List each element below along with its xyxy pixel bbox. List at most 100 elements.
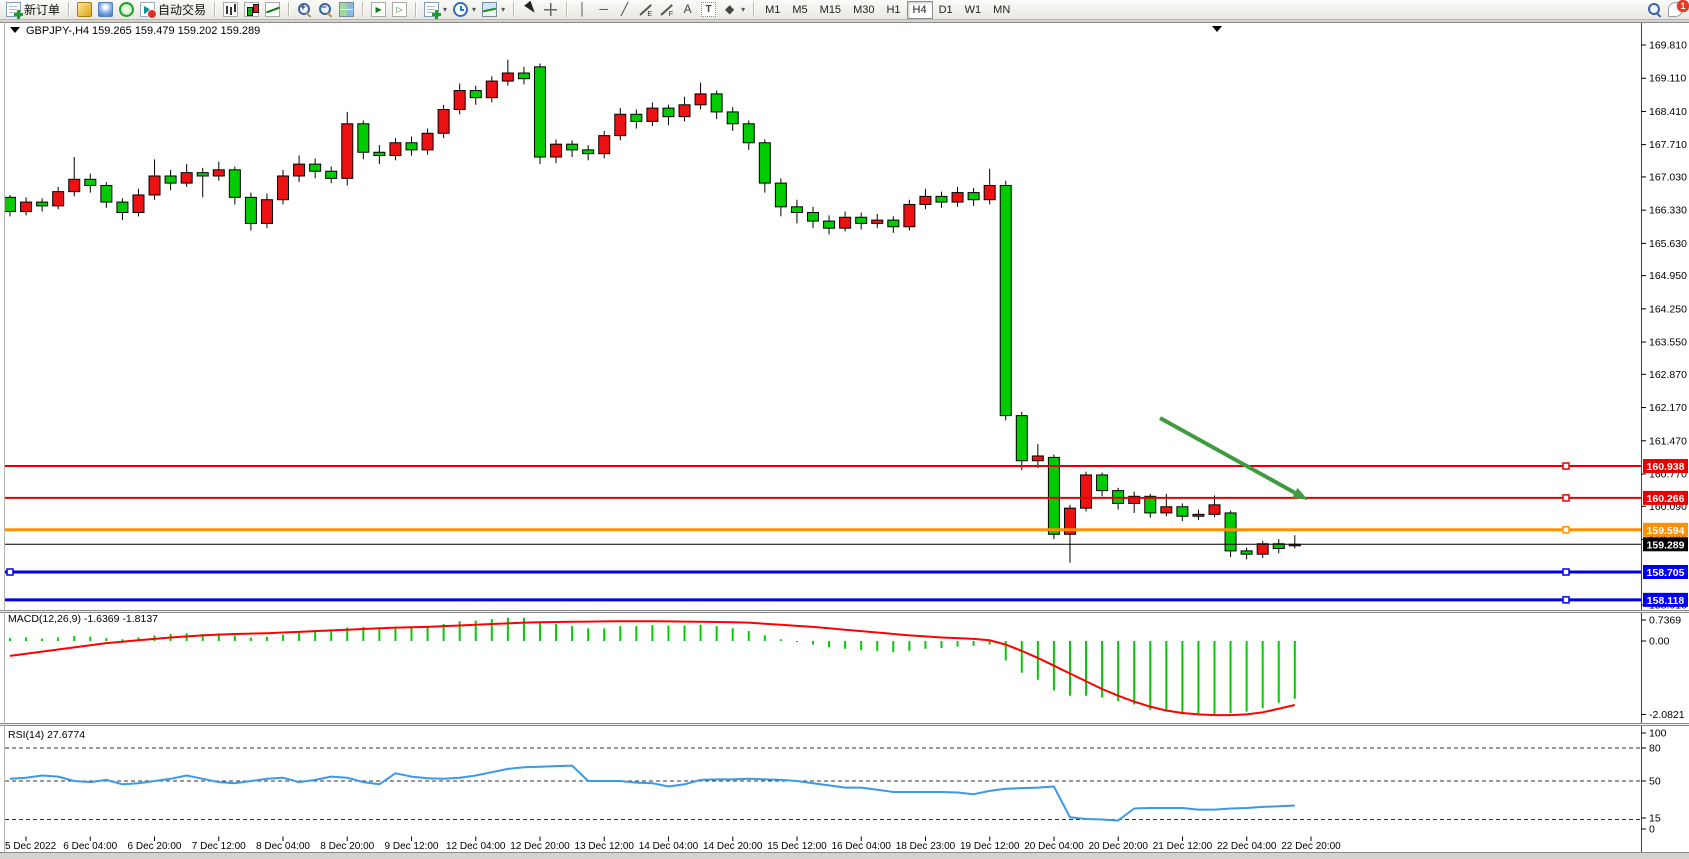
line-handle[interactable] [1562, 494, 1570, 502]
chart-title: GBPJPY-,H4 159.265 159.479 159.202 159.28… [10, 25, 260, 37]
panel-splitter[interactable] [0, 610, 1689, 613]
tf-m1[interactable]: M1 [765, 3, 781, 16]
tf-m15[interactable]: M15 [819, 3, 842, 16]
line-handle[interactable] [1562, 596, 1570, 604]
svg-text:6 Dec 20:00: 6 Dec 20:00 [128, 841, 182, 852]
new-order-button[interactable]: 新订单 [3, 1, 63, 19]
tile-windows-button[interactable] [336, 1, 357, 19]
periods-button[interactable]: ▾ [450, 1, 479, 19]
line-handle[interactable] [6, 568, 14, 576]
tf-mn[interactable]: MN [993, 3, 1011, 16]
profile-icon [98, 2, 114, 17]
tf-d1[interactable]: D1 [938, 3, 953, 16]
zoom-in-icon: + [297, 2, 312, 17]
line-handle[interactable] [1562, 462, 1570, 470]
new-chart-button[interactable]: ▾ [421, 1, 450, 19]
svg-text:-2.0821: -2.0821 [1649, 709, 1685, 721]
price-label-box [1643, 459, 1688, 474]
line-handle[interactable] [1562, 568, 1570, 576]
vline-button[interactable]: │ [572, 1, 593, 19]
chart-plot-area[interactable] [5, 23, 1641, 610]
toolbar-separator [214, 2, 216, 17]
zoom-out-icon: − [318, 2, 333, 17]
trendline-button[interactable]: ╱ [614, 1, 635, 19]
search-button[interactable] [1644, 1, 1665, 19]
rsi-label: RSI(14) 27.6774 [8, 729, 85, 741]
svg-text:166.330: 166.330 [1649, 205, 1687, 217]
svg-text:8 Dec 20:00: 8 Dec 20:00 [320, 841, 374, 852]
search-icon [1647, 2, 1662, 17]
text-button[interactable]: A [677, 1, 698, 19]
notification-badge: 1 [1677, 0, 1689, 12]
svg-text:158.705: 158.705 [1647, 567, 1685, 579]
line-handle[interactable] [1562, 526, 1570, 534]
svg-text:162.170: 162.170 [1649, 402, 1687, 414]
svg-text:100: 100 [1649, 728, 1667, 740]
templates-button[interactable]: ▾ [479, 1, 508, 19]
arrows-button[interactable]: ◆ ▾ [719, 1, 748, 19]
new-order-icon [6, 2, 23, 19]
cursor-icon [522, 2, 537, 17]
svg-text:13 Dec 12:00: 13 Dec 12:00 [575, 841, 635, 852]
channel-button[interactable]: E [635, 1, 656, 19]
tf-h1[interactable]: H1 [886, 3, 901, 16]
chat-button[interactable]: 1 [1665, 0, 1689, 19]
zoom-out-button[interactable]: − [315, 1, 336, 19]
toolbar-separator [753, 2, 755, 17]
auto-scroll-icon: ▶ [371, 2, 387, 17]
toolbar-separator [68, 2, 70, 17]
crosshair-button[interactable] [540, 1, 561, 19]
fibonacci-button[interactable]: F [656, 1, 677, 19]
svg-text:169.810: 169.810 [1649, 40, 1687, 52]
svg-text:80: 80 [1649, 743, 1661, 755]
data-center-button[interactable] [116, 1, 137, 19]
chart-shift-button[interactable]: ▷ [389, 1, 410, 19]
auto-scroll-button[interactable]: ▶ [368, 1, 389, 19]
autotrading-button-label: 自动交易 [158, 3, 207, 17]
svg-text:162.870: 162.870 [1649, 369, 1687, 381]
line-chart-button[interactable] [262, 1, 283, 19]
svg-text:15 Dec 12:00: 15 Dec 12:00 [767, 841, 827, 852]
tf-w1[interactable]: W1 [964, 3, 982, 16]
svg-text:164.250: 164.250 [1649, 303, 1687, 315]
channel-icon: E [638, 2, 653, 18]
toolbar-separator [288, 2, 290, 17]
svg-text:168.410: 168.410 [1649, 106, 1687, 118]
svg-text:8 Dec 04:00: 8 Dec 04:00 [256, 841, 310, 852]
symbol-dropdown-icon[interactable] [10, 27, 20, 33]
metaeditor-button[interactable] [74, 1, 95, 19]
chevron-down-icon: ▾ [741, 5, 746, 14]
bar-chart-button[interactable] [220, 1, 241, 19]
svg-text:6 Dec 04:00: 6 Dec 04:00 [63, 841, 117, 852]
price-label-box [1643, 522, 1688, 537]
zoom-in-button[interactable]: + [294, 1, 315, 19]
svg-text:5 Dec 2022: 5 Dec 2022 [5, 841, 57, 852]
text-label-button[interactable]: T [698, 1, 719, 19]
macd-signal-line [9, 620, 1296, 717]
tf-m30[interactable]: M30 [853, 3, 875, 16]
autotrading-button[interactable]: 自动交易 [137, 1, 209, 19]
fibonacci-icon: F [659, 2, 674, 18]
rsi-indicator[interactable]: RSI(14) 27.6774 100 80 50 150 [5, 728, 1667, 836]
chart-shift-marker[interactable] [1212, 26, 1222, 32]
text-label-icon: T [701, 2, 717, 17]
svg-text:20 Dec 04:00: 20 Dec 04:00 [1024, 841, 1084, 852]
title-symbol: GBPJPY-,H4 [26, 25, 89, 37]
candlesticks [4, 59, 1301, 563]
candlestick-chart-button[interactable] [241, 1, 262, 19]
toolbar-separator [415, 2, 417, 17]
svg-text:14 Dec 04:00: 14 Dec 04:00 [639, 841, 699, 852]
cursor-button[interactable] [519, 1, 540, 19]
macd-indicator[interactable]: MACD(12,26,9) -1.6369 -1.8137 0.7369 0.00 -… [8, 613, 1685, 721]
tf-m5[interactable]: M5 [792, 3, 808, 16]
trend-arrow-annotation[interactable] [1159, 416, 1308, 500]
panel-splitter[interactable] [0, 723, 1689, 726]
data-center-icon [119, 2, 135, 17]
time-axis[interactable]: 5 Dec 2022 6 Dec 04:00 6 Dec 20:00 7 Dec 12… [0, 836, 1689, 853]
hline-button[interactable]: ─ [593, 1, 614, 19]
trendline-icon: ╱ [620, 2, 629, 16]
svg-text:7 Dec 12:00: 7 Dec 12:00 [192, 841, 246, 852]
tf-h4[interactable]: H4 [906, 0, 933, 19]
profile-button[interactable] [95, 1, 116, 19]
